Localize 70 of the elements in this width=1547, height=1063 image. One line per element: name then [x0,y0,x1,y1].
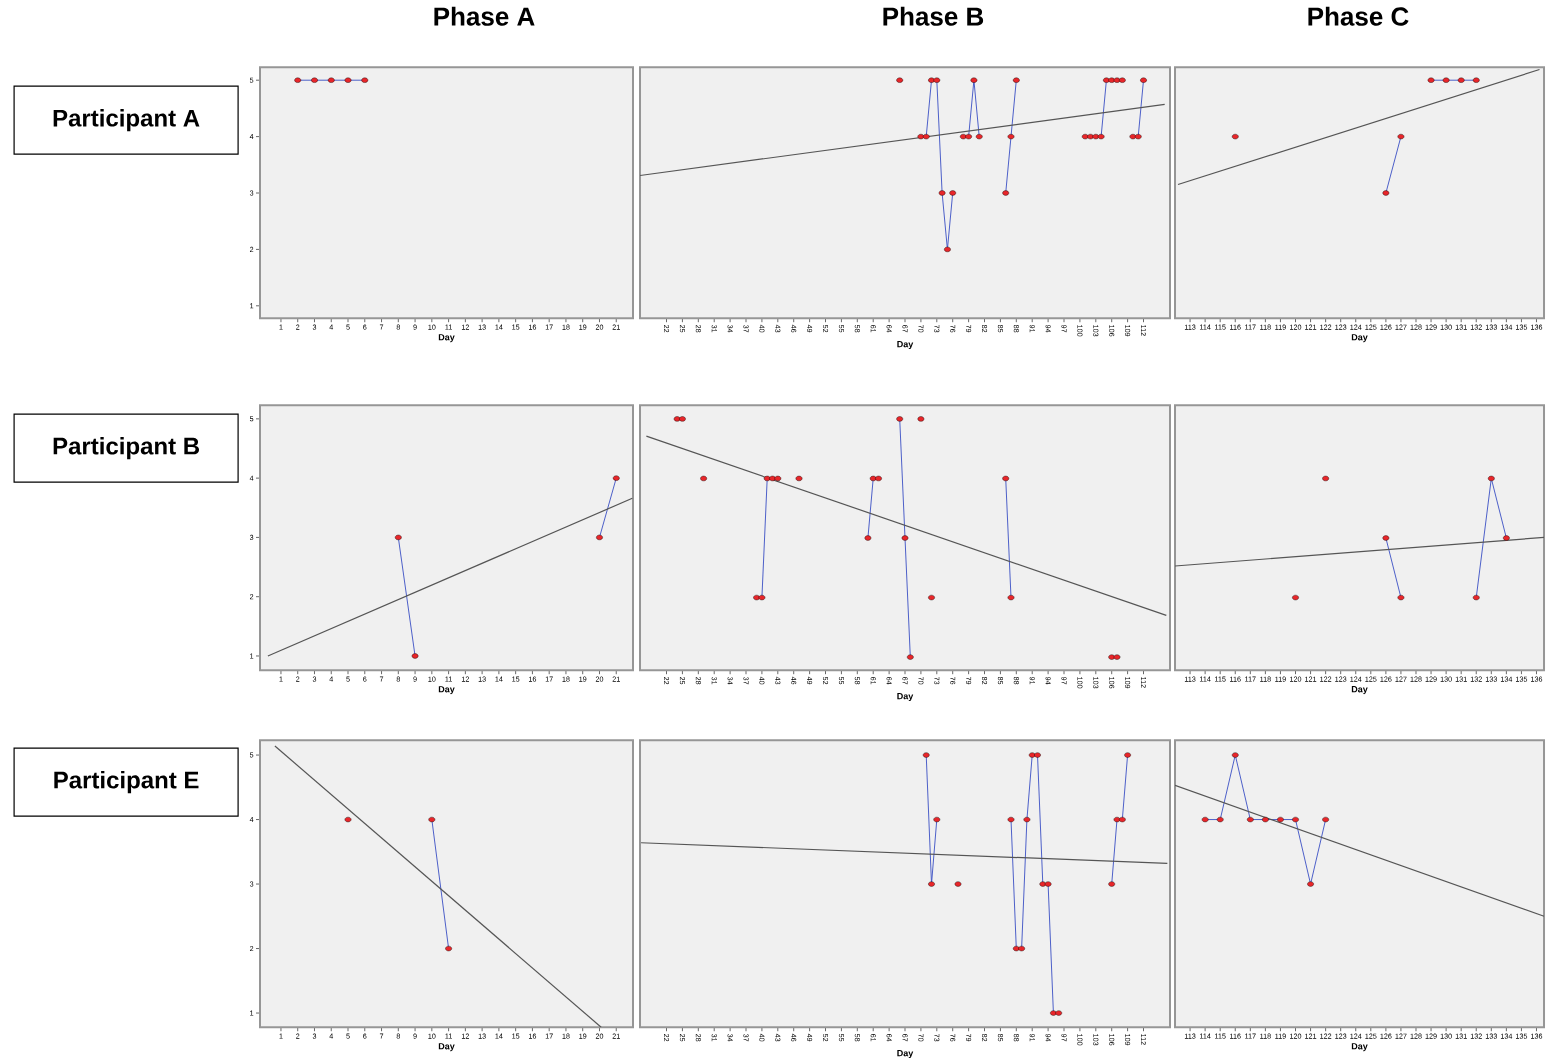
point [673,416,681,422]
point [869,475,877,481]
point [700,475,707,481]
point [1113,654,1121,660]
x-axis-title: Day [1351,686,1368,695]
point [949,190,957,196]
point [1028,752,1036,758]
point [679,416,686,422]
point [1023,816,1031,823]
y-axis-title: Participant B [53,436,200,460]
x-axis-title: Day [438,686,455,695]
point [1134,133,1142,140]
y-axis-title: Participant E [54,770,199,794]
point [596,534,603,540]
point [411,653,419,659]
chart-title: Phase A [434,6,535,26]
point [1140,77,1147,83]
point [1097,133,1105,140]
point [901,535,909,541]
point [933,77,941,83]
chart-title: Phase B [883,6,984,26]
point [922,133,930,140]
point [1007,594,1015,601]
point [774,475,782,481]
x-axis-title: Day [897,1049,914,1059]
point [1002,190,1010,196]
point [1118,816,1126,823]
point [1081,133,1089,140]
x-axis-title: Day [438,334,455,343]
point [1034,752,1041,758]
point [954,881,962,887]
point [1018,945,1025,952]
point [795,475,803,481]
point [1108,881,1116,887]
chart-title: Phase C [1308,6,1409,26]
y-axis-title: Participant A [53,108,200,132]
point [758,594,766,601]
point [1007,133,1015,140]
x-axis-title: Day [1351,1043,1368,1052]
point [1118,77,1126,83]
point [875,475,882,481]
point [864,535,872,541]
point [1113,77,1121,83]
point [917,416,925,422]
point [1012,77,1020,83]
point [906,654,914,660]
point [965,133,972,140]
point [975,133,983,140]
point [394,534,402,540]
point [1002,475,1010,481]
point [944,246,951,252]
x-axis-title: Day [1351,334,1368,343]
x-axis-title: Day [438,1043,455,1052]
point [763,475,771,481]
point [938,190,946,196]
point [896,416,904,422]
point [970,77,978,83]
point [933,816,941,823]
point [896,77,904,83]
point [1124,752,1131,758]
x-axis-title: Day [897,692,914,701]
x-axis-title: Day [897,340,914,350]
point [928,881,935,887]
point [1044,881,1052,887]
point [928,594,935,601]
point [922,752,930,758]
point [612,475,620,481]
point [1007,816,1015,823]
point [1113,816,1121,823]
point [1055,1010,1063,1016]
